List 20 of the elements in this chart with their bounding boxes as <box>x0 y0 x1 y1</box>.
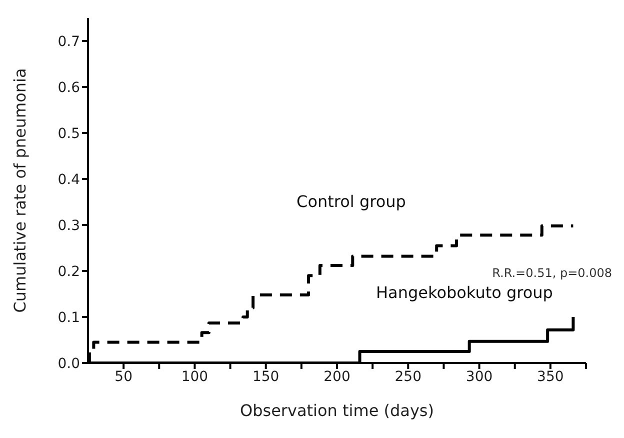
y-tick-label: 0.6 <box>58 80 80 96</box>
x-axis-title: Observation time (days) <box>240 401 434 420</box>
y-axis-title: Cumulative rate of pneumonia <box>10 68 30 313</box>
x-tick-label: 200 <box>324 368 350 385</box>
y-tick-label: 0.5 <box>58 126 80 142</box>
annotation: R.R.=0.51, p=0.008 <box>492 266 612 280</box>
y-tick-label: 0.4 <box>58 172 80 188</box>
y-tick-label: 0.1 <box>58 310 80 326</box>
x-tick-label: 250 <box>394 368 422 385</box>
x-tick-label: 300 <box>466 368 493 385</box>
y-tick-label: 0.2 <box>58 264 80 280</box>
x-tick-label: 50 <box>114 368 132 385</box>
y-tick-label: 0.3 <box>58 218 80 234</box>
series-label: Hangekobokuto group <box>376 283 553 302</box>
x-tick-label: 150 <box>252 368 280 385</box>
x-tick-label: 100 <box>181 368 208 385</box>
y-tick-label: 0.7 <box>58 34 80 50</box>
y-tick-label: 0.0 <box>58 356 80 372</box>
x-tick-label: 350 <box>537 368 564 385</box>
text: Control group <box>296 192 406 211</box>
